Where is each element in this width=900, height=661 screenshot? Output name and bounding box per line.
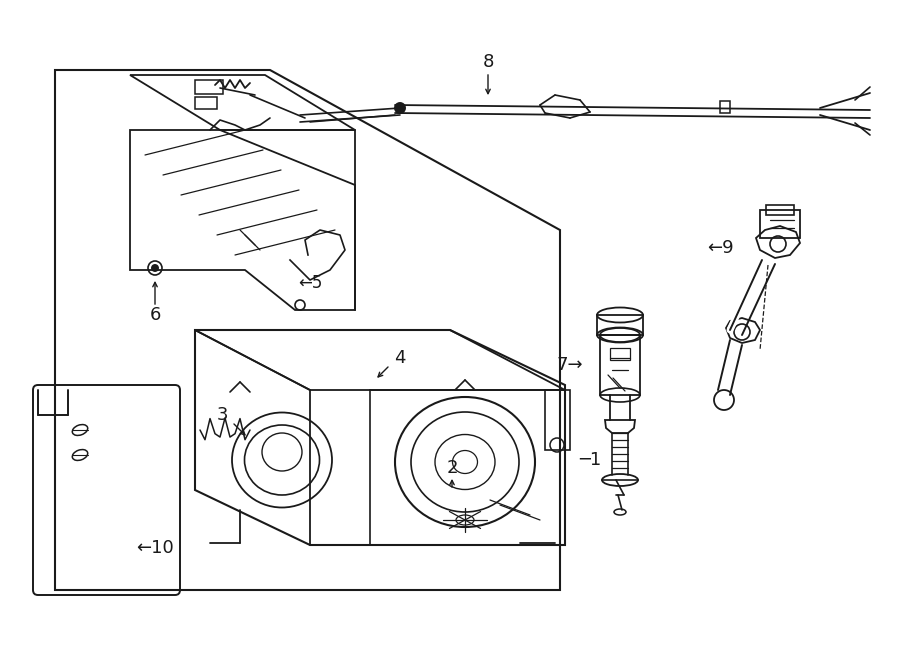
Bar <box>545 390 570 450</box>
Bar <box>195 97 217 109</box>
Bar <box>597 315 643 335</box>
Text: ←10: ←10 <box>136 539 174 557</box>
Text: 6: 6 <box>149 306 161 324</box>
Circle shape <box>152 265 158 271</box>
Bar <box>760 210 800 238</box>
Bar <box>720 101 730 113</box>
Text: 8: 8 <box>482 53 494 71</box>
Bar <box>600 335 640 395</box>
Bar <box>766 205 794 215</box>
Text: 3: 3 <box>216 406 228 424</box>
Circle shape <box>395 103 405 113</box>
Text: 7→: 7→ <box>557 356 583 374</box>
Text: ─1: ─1 <box>579 451 601 469</box>
Text: ←9: ←9 <box>706 239 733 257</box>
Text: 2: 2 <box>446 459 458 477</box>
Bar <box>610 348 630 360</box>
Bar <box>195 80 223 94</box>
Text: 4: 4 <box>394 349 406 367</box>
Text: ←5: ←5 <box>298 274 322 292</box>
